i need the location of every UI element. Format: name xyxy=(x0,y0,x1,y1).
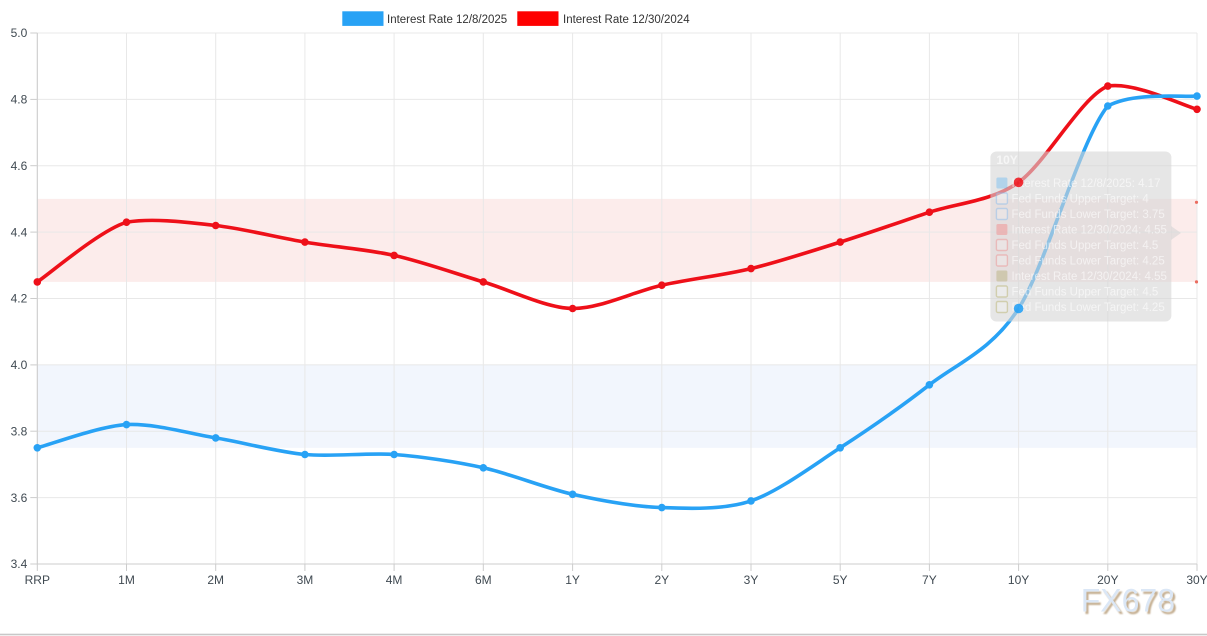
svg-text:6M: 6M xyxy=(475,573,492,587)
svg-text:FX678: FX678 xyxy=(1083,585,1177,621)
svg-text:10Y: 10Y xyxy=(1008,573,1029,587)
svg-text:RRP: RRP xyxy=(25,573,50,587)
svg-text:4.6: 4.6 xyxy=(11,159,28,173)
svg-text:4.8: 4.8 xyxy=(11,93,28,107)
svg-text:Interest Rate 12/8/2025: 4.17: Interest Rate 12/8/2025: 4.17 xyxy=(1012,178,1161,190)
svg-text:Fed Funds Upper Target: 4.5: Fed Funds Upper Target: 4.5 xyxy=(1012,287,1159,299)
svg-text:4.4: 4.4 xyxy=(11,225,28,239)
svg-text:Fed Funds Lower Target: 3.75: Fed Funds Lower Target: 3.75 xyxy=(1012,209,1165,221)
svg-text:Fed Funds Lower Target: 4.25: Fed Funds Lower Target: 4.25 xyxy=(1012,256,1165,268)
svg-text:30Y: 30Y xyxy=(1186,573,1207,587)
svg-text:3.6: 3.6 xyxy=(11,491,28,505)
svg-text:10Y: 10Y xyxy=(996,153,1017,167)
svg-text:2M: 2M xyxy=(207,573,224,587)
svg-text:1M: 1M xyxy=(118,573,135,587)
svg-text:1Y: 1Y xyxy=(565,573,580,587)
svg-text:4.0: 4.0 xyxy=(11,358,28,372)
svg-text:4.2: 4.2 xyxy=(11,292,28,306)
svg-text:Interest Rate 12/30/2024: 4.55: Interest Rate 12/30/2024: 4.55 xyxy=(1012,225,1167,237)
svg-text:3.8: 3.8 xyxy=(11,424,28,438)
svg-text:20Y: 20Y xyxy=(1097,573,1118,587)
svg-text:3.4: 3.4 xyxy=(11,557,28,571)
svg-text:Interest Rate 12/30/2024: Interest Rate 12/30/2024 xyxy=(563,14,690,26)
svg-text:5Y: 5Y xyxy=(833,573,848,587)
svg-text:3Y: 3Y xyxy=(744,573,759,587)
svg-text:Fed Funds Lower Target: 4.25: Fed Funds Lower Target: 4.25 xyxy=(1012,302,1165,314)
svg-text:Fed Funds Upper Target: 4: Fed Funds Upper Target: 4 xyxy=(1012,194,1150,206)
svg-text:FX678: FX678 xyxy=(1081,583,1175,619)
svg-text:3M: 3M xyxy=(297,573,314,587)
svg-text:2Y: 2Y xyxy=(654,573,669,587)
svg-text:Interest Rate 12/8/2025: Interest Rate 12/8/2025 xyxy=(387,14,507,26)
svg-text:4M: 4M xyxy=(386,573,403,587)
svg-text:5.0: 5.0 xyxy=(11,26,28,40)
svg-text:Interest Rate 12/30/2024: 4.55: Interest Rate 12/30/2024: 4.55 xyxy=(1012,271,1167,283)
svg-text:7Y: 7Y xyxy=(922,573,937,587)
svg-text:Fed Funds Upper Target: 4.5: Fed Funds Upper Target: 4.5 xyxy=(1012,240,1159,252)
